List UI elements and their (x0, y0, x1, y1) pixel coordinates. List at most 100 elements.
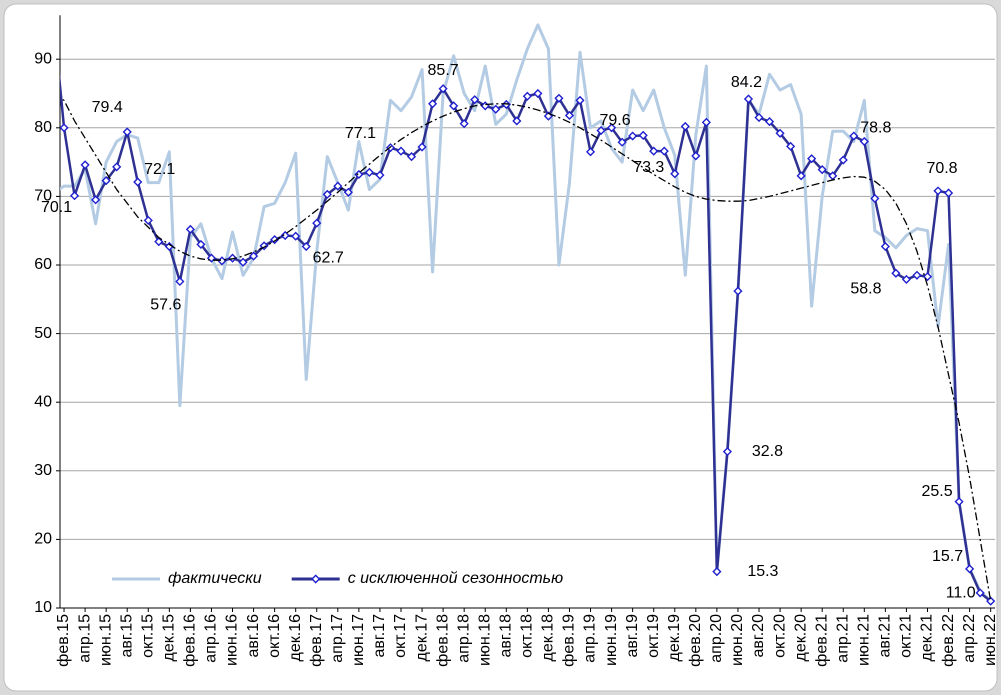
x-tick-label: апр.19 (582, 614, 599, 663)
marker (849, 131, 859, 141)
plot-area (60, 23, 996, 606)
x-tick-label: дек.18 (540, 614, 557, 662)
x-tick-label: дек.20 (792, 614, 809, 662)
marker (459, 119, 469, 129)
marker (817, 165, 827, 175)
x-tick-label: дек.17 (413, 614, 430, 662)
marker (722, 447, 733, 457)
marker (301, 241, 311, 252)
x-tick-label: июн.16 (224, 614, 241, 666)
marker (196, 239, 206, 250)
x-tick-label: окт.16 (266, 614, 283, 658)
marker (112, 162, 122, 172)
marker (60, 123, 69, 133)
marker (533, 88, 543, 99)
marker (406, 152, 417, 162)
y-tick-label: 90 (34, 50, 52, 67)
y-tick-label: 30 (34, 462, 52, 479)
x-tick-label: июн.18 (476, 614, 493, 666)
data-label: 84.2 (731, 74, 762, 91)
chart-panel (3, 3, 998, 692)
y-tick-label: 70 (34, 188, 52, 205)
x-tick-label: июн.20 (729, 614, 746, 666)
marker (659, 146, 669, 156)
marker (649, 146, 659, 156)
marker (91, 195, 101, 205)
marker (764, 117, 775, 127)
x-tick-label: дек.15 (161, 614, 178, 662)
marker (943, 188, 954, 198)
marker (786, 141, 796, 151)
marker (965, 564, 975, 574)
marker (491, 104, 501, 114)
x-tick-label: фев.15 (55, 614, 72, 667)
x-tick-label: авг.20 (750, 614, 767, 658)
marker (891, 268, 901, 278)
x-tick-label: апр.22 (961, 614, 978, 663)
x-tick-label: фев.21 (813, 614, 830, 667)
x-tick-label: июн.21 (856, 614, 873, 666)
marker (912, 270, 922, 280)
marker (754, 112, 764, 123)
x-tick-label: апр.15 (76, 614, 93, 663)
x-tick-label: апр.21 (834, 614, 851, 663)
data-label: 62.7 (313, 250, 344, 267)
x-tick-label: дек.16 (287, 614, 304, 662)
marker (238, 257, 248, 267)
marker (585, 147, 596, 157)
marker (986, 596, 996, 606)
data-label: 15.7 (932, 548, 963, 565)
marker (270, 235, 280, 245)
legend-label: фактически (168, 570, 262, 587)
x-tick-label: фев.17 (308, 614, 325, 667)
marker (691, 151, 701, 161)
y-tick-label: 50 (34, 325, 52, 342)
x-tick-label: фев.18 (434, 614, 451, 667)
marker (522, 91, 532, 101)
marker (628, 131, 638, 141)
marker (438, 84, 448, 94)
marker (596, 125, 606, 136)
marker (291, 231, 301, 241)
marker (701, 117, 711, 127)
data-label: 15.3 (747, 563, 778, 580)
x-tick-label: фев.19 (561, 614, 578, 667)
marker (396, 146, 406, 156)
x-tick-label: дек.21 (919, 614, 936, 662)
x-tick-label: июн.17 (350, 614, 367, 666)
data-label: 79.4 (92, 99, 123, 116)
marker (680, 121, 690, 132)
marker (933, 186, 943, 196)
marker (796, 171, 806, 181)
x-tick-label: апр.18 (455, 614, 472, 663)
marker (417, 142, 427, 152)
marker (838, 155, 848, 165)
marker (69, 191, 80, 201)
x-tick-label: июн.15 (97, 614, 114, 666)
legend-label: с исключенной сезонностью (348, 570, 563, 587)
marker (617, 137, 627, 147)
marker (954, 497, 964, 507)
data-label: 70.1 (41, 199, 72, 216)
x-tick-label: авг.21 (877, 614, 894, 658)
marker (712, 567, 722, 577)
x-tick-label: июн.22 (982, 614, 999, 666)
trend-line (60, 96, 992, 602)
marker (354, 169, 364, 180)
marker (607, 123, 617, 133)
marker (122, 127, 132, 137)
y-tick-label: 10 (34, 599, 52, 616)
marker (564, 110, 575, 121)
data-label: 57.6 (150, 297, 181, 314)
x-tick-label: апр.20 (708, 614, 725, 663)
marker (227, 253, 238, 263)
data-label: 72.1 (144, 161, 175, 178)
marker (554, 93, 564, 103)
x-tick-label: окт.15 (139, 614, 156, 658)
x-tick-label: авг.17 (371, 614, 388, 658)
marker (775, 128, 785, 138)
marker (154, 237, 164, 247)
data-label: 77.1 (345, 125, 376, 142)
marker (80, 160, 90, 170)
marker (575, 95, 585, 105)
